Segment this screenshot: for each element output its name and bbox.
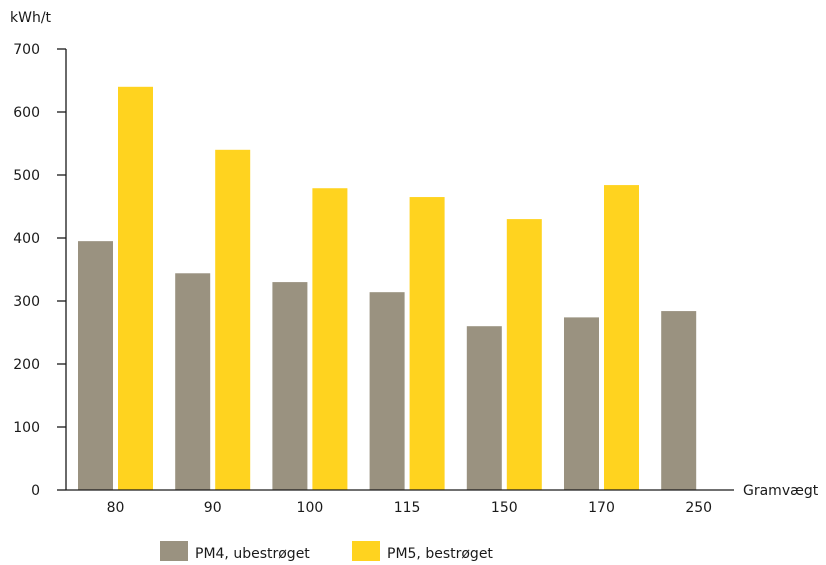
bar-pm4-250 [661, 311, 697, 490]
x-axis: 80 90 100 115 150 170 250 [107, 500, 712, 516]
bar-pm4-100 [272, 282, 308, 490]
x-tick-label: 100 [297, 500, 324, 516]
legend-swatch [160, 541, 188, 561]
y-tick-label: 700 [13, 42, 40, 58]
bar-pm5-115 [409, 197, 445, 491]
y-tick-label: 300 [13, 294, 40, 310]
bar-pm4-150 [466, 326, 502, 490]
y-tick-label: 600 [13, 105, 40, 121]
legend-label: PM5, bestrøget [387, 546, 493, 562]
y-tick-label: 100 [13, 420, 40, 436]
y-tick-label: 500 [13, 168, 40, 184]
y-tick-label: 400 [13, 231, 40, 247]
legend-swatch [352, 541, 380, 561]
bars-group [78, 86, 697, 491]
bar-pm4-170 [564, 317, 599, 490]
x-axis-title: Gramvægt [743, 483, 819, 499]
y-tick-label: 200 [13, 357, 40, 373]
y-axis: 0 100 200 300 400 500 600 700 [13, 42, 66, 499]
x-tick-label: 170 [588, 500, 615, 516]
bar-pm4-90 [175, 273, 211, 490]
bar-pm5-90 [215, 149, 251, 491]
bar-pm5-100 [312, 188, 348, 491]
x-tick-label: 90 [204, 500, 222, 516]
y-tick-label: 0 [31, 483, 40, 499]
x-tick-label: 80 [107, 500, 125, 516]
bar-pm4-80 [78, 241, 113, 490]
x-tick-label: 115 [394, 500, 421, 516]
bar-pm5-170 [604, 185, 639, 490]
x-tick-label: 250 [685, 500, 712, 516]
y-axis-title: kWh/t [10, 10, 52, 26]
bar-pm5-80 [118, 86, 153, 491]
legend: PM4, ubestrøget PM5, bestrøget [160, 541, 493, 562]
bar-pm5-150 [506, 219, 542, 490]
x-tick-label: 150 [491, 500, 518, 516]
bar-pm4-115 [369, 292, 405, 490]
legend-label: PM4, ubestrøget [195, 546, 310, 562]
